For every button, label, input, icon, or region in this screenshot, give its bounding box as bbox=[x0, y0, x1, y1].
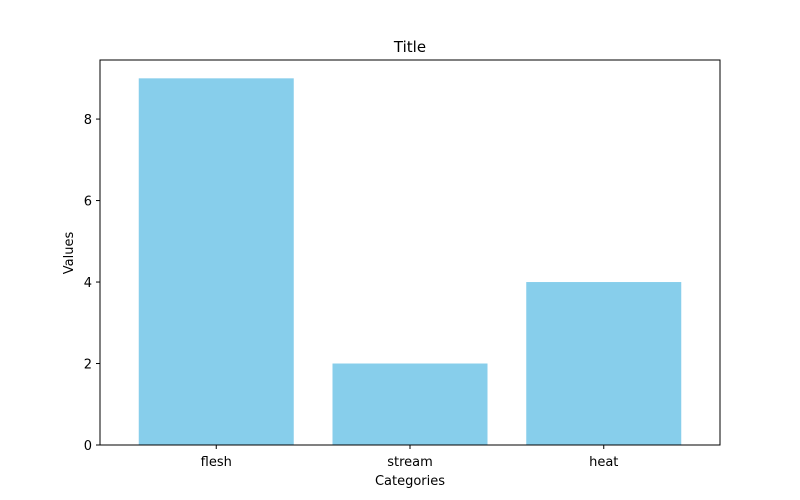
bar-heat bbox=[526, 282, 682, 445]
x-tick-label: flesh bbox=[201, 455, 232, 470]
y-tick-label: 4 bbox=[84, 276, 92, 291]
bars-group bbox=[138, 78, 682, 445]
y-tick-label: 8 bbox=[84, 113, 92, 128]
y-axis-label: Values bbox=[62, 232, 77, 275]
bar-stream bbox=[332, 363, 488, 445]
x-axis-label: Categories bbox=[375, 474, 445, 489]
chart-title: Title bbox=[393, 38, 426, 56]
y-tick-label: 0 bbox=[84, 439, 92, 454]
y-tick-label: 2 bbox=[84, 358, 92, 373]
x-tick-label: heat bbox=[589, 455, 618, 470]
y-tick-label: 6 bbox=[84, 195, 92, 210]
bar-flesh bbox=[138, 78, 294, 445]
y-axis: 0 2 4 6 8 bbox=[84, 113, 100, 454]
x-tick-label: stream bbox=[387, 455, 433, 470]
x-axis: flesh stream heat bbox=[201, 445, 618, 470]
